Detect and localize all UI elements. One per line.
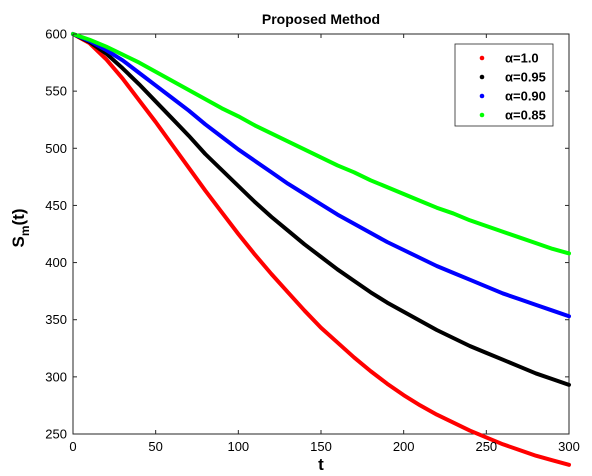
y-tick-label: 550 bbox=[45, 84, 67, 99]
y-axis-label-main: S bbox=[9, 236, 28, 247]
legend-marker-4 bbox=[479, 112, 485, 118]
y-axis-label-tail: (t) bbox=[9, 209, 28, 226]
x-axis-ticks: 0 50 100 150 200 250 300 bbox=[69, 34, 580, 454]
legend-entries: α=1.0 α=0.95 α=0.90 α=0.85 bbox=[479, 51, 546, 123]
y-axis-label-subscript: m bbox=[18, 225, 32, 236]
legend: α=1.0 α=0.95 α=0.90 α=0.85 bbox=[454, 43, 554, 127]
x-tick-label: 100 bbox=[227, 439, 249, 454]
x-tick-label: 150 bbox=[310, 439, 332, 454]
y-tick-label: 500 bbox=[45, 141, 67, 156]
legend-label-3: α=0.90 bbox=[505, 89, 546, 104]
legend-marker-1 bbox=[479, 55, 485, 61]
y-tick-label: 400 bbox=[45, 255, 67, 270]
y-axis-label: Sm(t) bbox=[9, 209, 32, 248]
legend-label-1: α=1.0 bbox=[505, 51, 539, 66]
series-line-2 bbox=[71, 32, 571, 387]
y-tick-label: 600 bbox=[45, 27, 67, 42]
legend-marker-2 bbox=[479, 74, 485, 80]
x-tick-label: 0 bbox=[69, 439, 76, 454]
y-tick-label: 450 bbox=[45, 198, 67, 213]
y-tick-label: 350 bbox=[45, 312, 67, 327]
x-tick-label: 200 bbox=[393, 439, 415, 454]
series-layer bbox=[71, 32, 571, 467]
y-tick-label: 300 bbox=[45, 369, 67, 384]
series-line-3 bbox=[71, 32, 571, 319]
y-axis-ticks: 250 300 350 400 450 500 550 600 bbox=[45, 27, 569, 442]
legend-label-4: α=0.85 bbox=[505, 108, 546, 123]
x-tick-label: 250 bbox=[475, 439, 497, 454]
legend-marker-3 bbox=[479, 93, 485, 99]
x-tick-label: 300 bbox=[558, 439, 580, 454]
series-line-4 bbox=[71, 32, 571, 256]
y-tick-label: 250 bbox=[45, 427, 67, 442]
legend-box bbox=[454, 43, 554, 127]
legend-label-2: α=0.95 bbox=[505, 70, 546, 85]
x-tick-label: 50 bbox=[148, 439, 162, 454]
x-axis-label: t bbox=[318, 455, 324, 474]
chart-title: Proposed Method bbox=[262, 11, 380, 27]
series-line-1 bbox=[71, 32, 571, 467]
